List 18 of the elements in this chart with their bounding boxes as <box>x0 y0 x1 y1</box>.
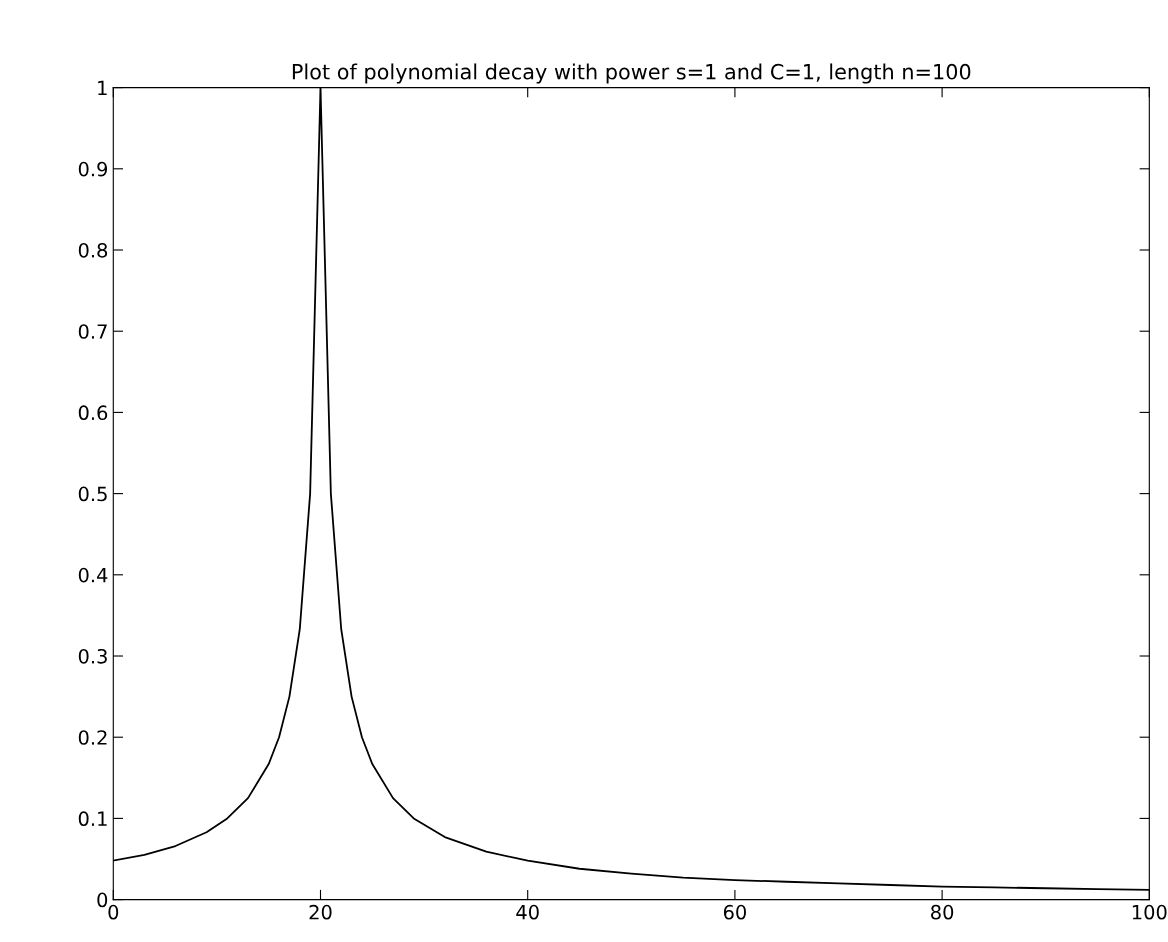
x-tick-label: 40 <box>516 904 539 920</box>
y-tick-label: 0 <box>97 892 108 908</box>
y-tick-label: 0.9 <box>78 161 108 177</box>
x-tick-label: 60 <box>723 904 746 920</box>
y-tick-label: 0.2 <box>78 730 107 745</box>
y-tick-label: 1 <box>98 80 107 95</box>
chart-title: Plot of polynomial decay with power s=1 and C=1, length n=100 <box>292 63 971 84</box>
y-tick-label: 0.3 <box>78 648 107 664</box>
x-tick-label: 100 <box>1132 904 1167 920</box>
y-tick-label: 0.5 <box>78 486 107 502</box>
y-tick-label: 0.7 <box>78 324 107 339</box>
x-tick-label: 80 <box>931 904 954 920</box>
y-tick-label: 0.6 <box>78 405 108 421</box>
y-tick-label: 0.1 <box>78 811 107 827</box>
x-tick-label: 20 <box>309 904 332 920</box>
y-tick-label: 0.8 <box>78 242 108 258</box>
y-tick-label: 0.4 <box>78 567 108 583</box>
x-tick-label: 0 <box>108 904 119 920</box>
